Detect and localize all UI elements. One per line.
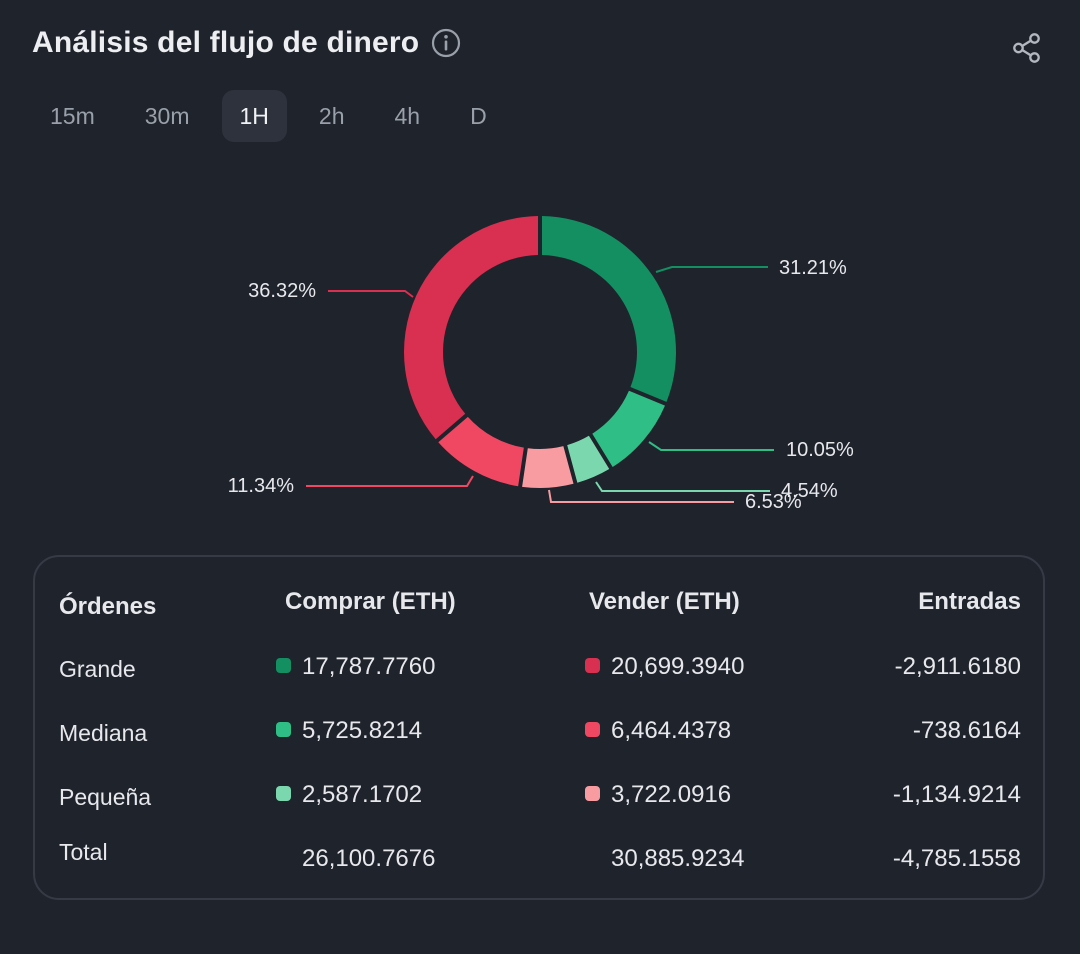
- header-orders: Órdenes: [59, 593, 157, 620]
- net-cell-grande: -2,911.6180: [894, 653, 1021, 680]
- donut-slice[interactable]: [567, 435, 610, 483]
- page-title: Análisis del flujo de dinero: [32, 26, 420, 59]
- donut-slice[interactable]: [522, 446, 574, 488]
- leader-line: [595, 481, 770, 492]
- slice-percent-label: 31.21%: [779, 257, 847, 279]
- orders-table: Órdenes Comprar (ETH) Vender (ETH) Entra…: [33, 555, 1045, 900]
- donut-slice[interactable]: [592, 390, 665, 467]
- buy-cell-mediana: 5,725.8214: [276, 717, 422, 745]
- sell-value: 20,699.3940: [611, 653, 745, 680]
- slice-percent-label: 36.32%: [248, 280, 316, 302]
- row-label-pequena: Pequeña: [59, 784, 152, 810]
- sell-cell-mediana: 6,464.4378: [585, 717, 731, 745]
- header-buy: Comprar (ETH): [285, 588, 456, 615]
- leader-line: [655, 266, 768, 273]
- sell-value: 6,464.4378: [611, 717, 732, 744]
- sell-cell-pequena: 3,722.0916: [585, 781, 731, 809]
- sell-total: 30,885.9234: [611, 845, 745, 872]
- leader-line: [328, 290, 414, 298]
- timeframe-tabs: 15m 30m 1H 2h 4h D: [32, 90, 519, 142]
- buy-value: 17,787.7760: [302, 653, 436, 680]
- header-sell: Vender (ETH): [589, 588, 740, 615]
- donut-slice[interactable]: [541, 216, 676, 402]
- leader-line: [306, 475, 474, 487]
- tab-d[interactable]: D: [470, 103, 487, 129]
- sell-swatch: [585, 786, 600, 801]
- buy-cell-grande: 17,787.7760: [276, 653, 435, 681]
- buy-swatch: [276, 786, 291, 801]
- tab-2h[interactable]: 2h: [318, 103, 345, 129]
- buy-value: 2,587.1702: [302, 781, 423, 808]
- sell-cell-grande: 20,699.3940: [585, 653, 744, 681]
- slice-percent-label: 4.54%: [781, 480, 838, 502]
- row-label-total: Total: [59, 839, 108, 865]
- net-cell-mediana: -738.6164: [912, 717, 1021, 744]
- header-inflows: Entradas: [918, 588, 1021, 615]
- tab-4h[interactable]: 4h: [394, 103, 421, 129]
- info-icon[interactable]: [431, 28, 461, 58]
- share-icon[interactable]: [1010, 31, 1044, 65]
- buy-swatch: [276, 658, 291, 673]
- buy-value: 5,725.8214: [302, 717, 423, 744]
- net-total: -4,785.1558: [892, 845, 1021, 872]
- tab-30m[interactable]: 30m: [144, 103, 190, 129]
- header: Análisis del flujo de dinero: [32, 26, 461, 60]
- donut-svg: 31.21% 10.05% 4.54%6.53% 11.34% 36.32%: [228, 216, 854, 513]
- row-label-grande: Grande: [59, 656, 136, 682]
- row-label-mediana: Mediana: [59, 720, 148, 746]
- donut-slice[interactable]: [403, 216, 539, 440]
- donut-slice[interactable]: [438, 416, 524, 487]
- sell-swatch: [585, 722, 600, 737]
- net-cell-pequena: -1,134.9214: [892, 781, 1021, 808]
- slice-percent-label: 6.53%: [745, 491, 802, 513]
- tab-1h[interactable]: 1H: [221, 90, 287, 142]
- sell-value: 3,722.0916: [611, 781, 732, 808]
- leader-line: [548, 489, 734, 503]
- slice-percent-label: 10.05%: [786, 439, 854, 461]
- buy-total: 26,100.7676: [302, 845, 436, 872]
- sell-swatch: [585, 658, 600, 673]
- tab-15m[interactable]: 15m: [50, 103, 95, 129]
- buy-cell-pequena: 2,587.1702: [276, 781, 422, 809]
- leader-line: [648, 441, 774, 451]
- donut-chart: 31.21% 10.05% 4.54% 6.53% 11.34% 36.32%: [0, 160, 1080, 540]
- buy-swatch: [276, 722, 291, 737]
- slice-percent-label: 11.34%: [228, 475, 295, 497]
